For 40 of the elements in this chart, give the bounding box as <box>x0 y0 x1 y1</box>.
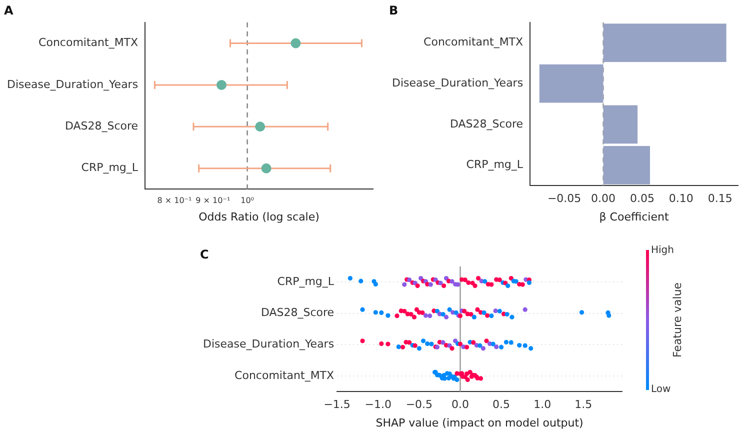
x-tick-label: 8 × 10⁻¹ <box>157 196 192 206</box>
x-tick-label: 0.00 <box>591 192 616 206</box>
text: B <box>389 3 398 18</box>
y-tick-label: DAS28_Score <box>64 120 138 133</box>
bar <box>603 146 650 184</box>
y-tick-label: DAS28_Score <box>260 306 334 320</box>
y-tick-label: Concomitant_MTX <box>234 368 335 382</box>
y-tick-label: CRP_mg_L <box>81 161 139 174</box>
bar <box>539 64 604 103</box>
x-axis-title: SHAP value (impact on model output) <box>376 416 584 430</box>
x-tick-label: 1.0 <box>534 398 552 412</box>
y-tick-label: DAS28_Score <box>450 117 524 130</box>
y-tick-label: Disease_Duration_Years <box>203 338 334 351</box>
y-tick-label: Concomitant_MTX <box>424 36 524 49</box>
x-tick-label: 0.05 <box>630 192 654 206</box>
x-tick-label: 0.0 <box>451 398 469 412</box>
x-axis-title: Odds Ratio (log scale) <box>198 210 320 224</box>
x-tick-label: 0.10 <box>668 192 694 206</box>
text: High <box>651 244 674 256</box>
y-tick-label: Concomitant_MTX <box>38 36 139 50</box>
x-tick-label: 9 × 10⁻¹ <box>196 196 230 206</box>
text: A <box>4 3 14 18</box>
x-axis-title: β Coefficient <box>599 210 670 224</box>
text: C <box>200 247 209 262</box>
x-tick-label: −1.0 <box>364 398 392 412</box>
x-tick-label: −0.5 <box>406 398 433 412</box>
x-tick-label: 0.5 <box>492 398 510 412</box>
x-tick-label: 1.5 <box>574 398 592 412</box>
bar <box>603 105 638 144</box>
y-tick-label: Disease_Duration_Years <box>7 78 138 91</box>
y-tick-label: CRP_mg_L <box>277 274 335 288</box>
x-tick-label: 0.15 <box>708 192 732 206</box>
x-tick-label: 10⁰ <box>240 196 254 206</box>
x-tick-label: −0.05 <box>547 192 582 206</box>
color-bar-title: Feature value <box>670 282 684 358</box>
y-tick-label: CRP_mg_L <box>466 158 524 172</box>
bar <box>603 24 726 62</box>
x-tick-label: −1.5 <box>324 398 350 412</box>
text: Low <box>651 384 671 396</box>
y-tick-label: Disease_Duration_Years <box>392 76 524 90</box>
